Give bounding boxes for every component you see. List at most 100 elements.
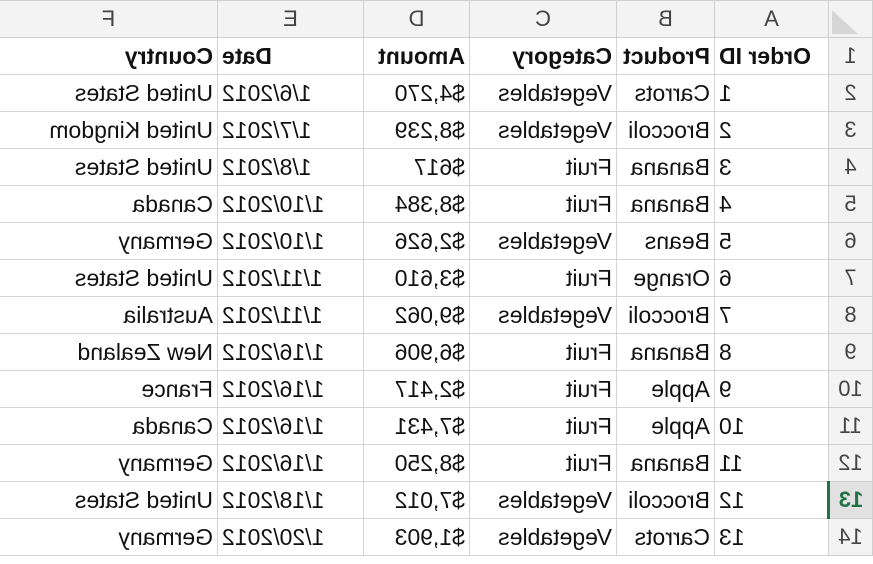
cell-d14[interactable]: $1,903 [363,518,470,556]
row-header-10[interactable]: 10 [828,370,873,408]
cell-b13[interactable]: Broccoli [616,481,715,519]
cell-b8[interactable]: Broccoli [616,296,715,334]
cell-a2[interactable]: 1 [714,74,829,112]
cell-b12[interactable]: Banana [616,444,715,482]
cell-b6[interactable]: Beans [616,222,715,260]
cell-e7[interactable]: 1/11/2012 [217,259,364,297]
cell-d3[interactable]: $8,239 [363,111,470,149]
cell-c8[interactable]: Vegetables [469,296,617,334]
cell-d10[interactable]: $2,417 [363,370,470,408]
select-all-corner[interactable] [828,0,873,38]
cell-d12[interactable]: $8,250 [363,444,470,482]
cell-f4[interactable]: United States [0,148,218,186]
cell-a13[interactable]: 12 [714,481,829,519]
cell-c9[interactable]: Fruit [469,333,617,371]
row-header-3[interactable]: 3 [828,111,873,149]
cell-c11[interactable]: Fruit [469,407,617,445]
cell-d11[interactable]: $7,431 [363,407,470,445]
cell-a4[interactable]: 3 [714,148,829,186]
cell-c1[interactable]: Category [469,37,617,75]
cell-e10[interactable]: 1/16/2012 [217,370,364,408]
cell-f1[interactable]: Country [0,37,218,75]
row-header-6[interactable]: 6 [828,222,873,260]
cell-a11[interactable]: 10 [714,407,829,445]
cell-c10[interactable]: Fruit [469,370,617,408]
column-header-b[interactable]: B [616,0,715,38]
cell-e3[interactable]: 1/7/2012 [217,111,364,149]
cell-b4[interactable]: Banana [616,148,715,186]
cell-b3[interactable]: Broccoli [616,111,715,149]
cell-a10[interactable]: 9 [714,370,829,408]
cell-b7[interactable]: Orange [616,259,715,297]
cell-d8[interactable]: $9,062 [363,296,470,334]
cell-e8[interactable]: 1/11/2012 [217,296,364,334]
cell-f6[interactable]: Germany [0,222,218,260]
cell-f7[interactable]: United States [0,259,218,297]
cell-a8[interactable]: 7 [714,296,829,334]
cell-d4[interactable]: $617 [363,148,470,186]
cell-e6[interactable]: 1/10/2012 [217,222,364,260]
cell-d9[interactable]: $6,906 [363,333,470,371]
cell-f2[interactable]: United States [0,74,218,112]
cell-f12[interactable]: Germany [0,444,218,482]
cell-b1[interactable]: Product [616,37,715,75]
cell-d1[interactable]: Amount [363,37,470,75]
cell-f8[interactable]: Australia [0,296,218,334]
cell-d13[interactable]: $7,012 [363,481,470,519]
row-header-14[interactable]: 14 [828,518,873,556]
cell-e13[interactable]: 1/18/2012 [217,481,364,519]
cell-c2[interactable]: Vegetables [469,74,617,112]
cell-a6[interactable]: 5 [714,222,829,260]
cell-a14[interactable]: 13 [714,518,829,556]
cell-b9[interactable]: Banana [616,333,715,371]
cell-e5[interactable]: 1/10/2012 [217,185,364,223]
row-header-2[interactable]: 2 [828,74,873,112]
cell-e9[interactable]: 1/16/2012 [217,333,364,371]
row-header-4[interactable]: 4 [828,148,873,186]
row-header-12[interactable]: 12 [828,444,873,482]
row-header-8[interactable]: 8 [828,296,873,334]
cell-e14[interactable]: 1/20/2012 [217,518,364,556]
cell-a9[interactable]: 8 [714,333,829,371]
cell-c13[interactable]: Vegetables [469,481,617,519]
cell-c7[interactable]: Fruit [469,259,617,297]
cell-e1[interactable]: Date [217,37,364,75]
cell-a12[interactable]: 11 [714,444,829,482]
cell-f14[interactable]: Germany [0,518,218,556]
cell-c4[interactable]: Fruit [469,148,617,186]
cell-d6[interactable]: $2,626 [363,222,470,260]
cell-b5[interactable]: Banana [616,185,715,223]
cell-c6[interactable]: Vegetables [469,222,617,260]
row-header-11[interactable]: 11 [828,407,873,445]
cell-b11[interactable]: Apple [616,407,715,445]
cell-e11[interactable]: 1/16/2012 [217,407,364,445]
column-header-c[interactable]: C [469,0,617,38]
column-header-a[interactable]: A [714,0,829,38]
row-header-1[interactable]: 1 [828,37,873,75]
cell-b2[interactable]: Carrots [616,74,715,112]
cell-c3[interactable]: Vegetables [469,111,617,149]
cell-a7[interactable]: 6 [714,259,829,297]
cell-a5[interactable]: 4 [714,185,829,223]
cell-f11[interactable]: Canada [0,407,218,445]
cell-f3[interactable]: United Kingdom [0,111,218,149]
cell-a3[interactable]: 2 [714,111,829,149]
cell-e12[interactable]: 1/16/2012 [217,444,364,482]
cell-a1[interactable]: Order ID [714,37,829,75]
cell-c14[interactable]: Vegetables [469,518,617,556]
row-header-5[interactable]: 5 [828,185,873,223]
column-header-e[interactable]: E [217,0,364,38]
cell-d7[interactable]: $3,610 [363,259,470,297]
cell-f10[interactable]: France [0,370,218,408]
row-header-13[interactable]: 13 [828,481,873,519]
cell-d5[interactable]: $8,384 [363,185,470,223]
cell-f9[interactable]: New Zealand [0,333,218,371]
row-header-7[interactable]: 7 [828,259,873,297]
cell-c5[interactable]: Fruit [469,185,617,223]
cell-e2[interactable]: 1/6/2012 [217,74,364,112]
cell-b10[interactable]: Apple [616,370,715,408]
cell-f13[interactable]: United States [0,481,218,519]
cell-b14[interactable]: Carrots [616,518,715,556]
cell-f5[interactable]: Canada [0,185,218,223]
column-header-d[interactable]: D [363,0,470,38]
